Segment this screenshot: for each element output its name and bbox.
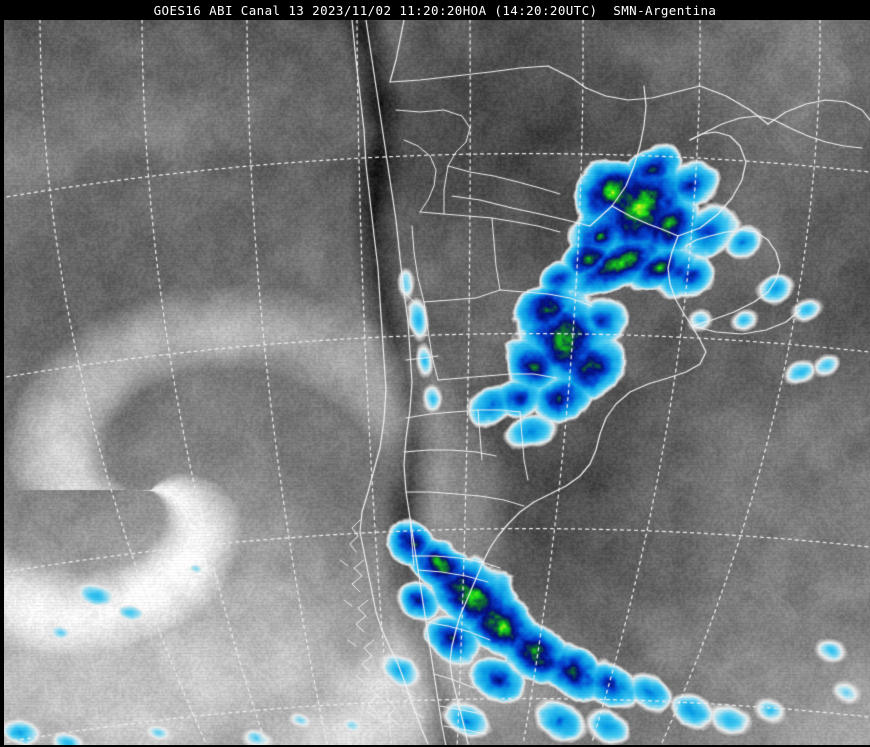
left-border: [0, 20, 4, 747]
infrared-satellite-image: [0, 20, 870, 747]
image-title-bar: GOES16 ABI Canal 13 2023/11/02 11:20:20H…: [0, 0, 870, 20]
satellite-image-area: [0, 20, 870, 747]
bottom-border: [0, 745, 870, 747]
title-text: GOES16 ABI Canal 13 2023/11/02 11:20:20H…: [153, 2, 717, 18]
